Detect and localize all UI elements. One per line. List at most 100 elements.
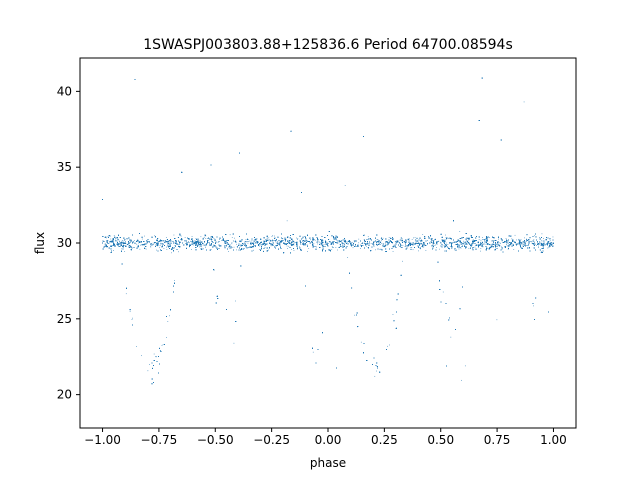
data-point (353, 240, 355, 242)
data-point (177, 243, 179, 245)
data-point (462, 245, 463, 247)
data-point (214, 238, 216, 240)
data-point (247, 247, 249, 249)
data-point (238, 245, 240, 246)
data-point (275, 241, 276, 243)
data-point (549, 240, 551, 242)
data-point (404, 246, 406, 247)
data-point (528, 243, 530, 245)
data-point (188, 241, 189, 242)
data-point (454, 249, 455, 251)
data-point (475, 244, 477, 246)
data-point (389, 241, 391, 242)
data-point (291, 241, 293, 243)
data-point (133, 240, 135, 241)
data-point (411, 239, 413, 240)
data-point (409, 243, 411, 245)
data-point (182, 243, 183, 244)
data-point (533, 241, 535, 242)
data-point (532, 244, 534, 245)
data-point (108, 242, 110, 244)
data-point (121, 248, 123, 250)
data-point (213, 244, 215, 246)
data-point (221, 240, 223, 241)
data-point (296, 248, 298, 250)
data-point (165, 240, 167, 241)
chart-title: 1SWASPJ003803.88+125836.6 Period 64700.0… (143, 37, 513, 53)
data-point (363, 239, 365, 241)
data-point (445, 236, 447, 238)
data-point (356, 240, 357, 242)
data-point (229, 234, 231, 236)
data-point (250, 241, 252, 243)
data-point (423, 243, 425, 244)
data-point (191, 249, 192, 250)
data-point (351, 244, 352, 246)
data-point (200, 236, 202, 238)
data-point (144, 235, 145, 237)
data-point (322, 239, 324, 241)
data-point (367, 236, 369, 238)
data-point (409, 238, 410, 240)
data-point (249, 240, 251, 242)
data-point (124, 238, 126, 240)
data-point (533, 239, 535, 241)
data-point (440, 241, 441, 243)
data-point (313, 243, 315, 244)
data-point (534, 243, 536, 245)
data-point (257, 244, 259, 246)
data-point (546, 238, 547, 240)
data-point (106, 236, 108, 238)
data-point (549, 246, 551, 247)
data-point (452, 246, 453, 248)
data-point (402, 260, 403, 262)
data-point (342, 239, 343, 241)
data-point (156, 249, 157, 251)
data-point (222, 237, 224, 239)
data-point (431, 239, 432, 241)
data-point (104, 244, 106, 246)
data-point (411, 247, 413, 248)
data-point (345, 239, 346, 241)
data-point (366, 245, 367, 247)
data-point (472, 239, 474, 241)
data-point (538, 247, 539, 248)
data-point (202, 237, 204, 239)
data-point (269, 239, 271, 241)
data-point (504, 241, 505, 243)
data-point (236, 243, 237, 245)
data-point (316, 246, 317, 248)
data-point (499, 242, 501, 244)
data-point (231, 237, 233, 238)
data-point (464, 365, 466, 367)
data-point (180, 235, 182, 237)
data-point (186, 244, 187, 246)
data-point (398, 241, 400, 243)
data-point (378, 240, 380, 241)
data-point (442, 291, 444, 293)
data-point (518, 240, 520, 242)
data-point (244, 242, 246, 244)
data-point (151, 244, 153, 246)
data-point (117, 238, 119, 240)
data-point (205, 238, 207, 239)
data-point (342, 243, 343, 245)
data-point (464, 245, 465, 246)
data-point (196, 238, 197, 240)
data-point (430, 241, 432, 242)
data-point (226, 243, 227, 245)
data-point (457, 244, 459, 246)
data-point (254, 243, 256, 244)
data-point (155, 242, 157, 243)
data-point (516, 239, 517, 241)
data-point (344, 244, 345, 245)
data-point (344, 185, 346, 186)
data-point (193, 240, 194, 242)
data-point (122, 240, 124, 241)
data-point (300, 244, 302, 245)
data-point (427, 240, 428, 241)
data-point (196, 241, 198, 243)
data-point (173, 234, 175, 236)
data-point (254, 241, 256, 243)
data-point (210, 243, 212, 245)
